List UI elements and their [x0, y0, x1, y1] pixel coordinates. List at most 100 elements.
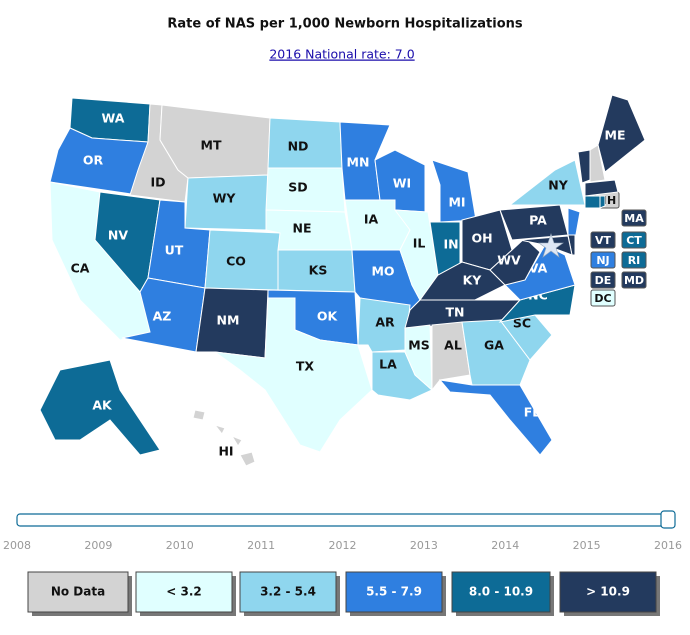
us-map: WA OR CA NV ID MT WY UT AZ CO NM ND SD NE KS OK TX MN IA MO…	[39, 94, 647, 467]
state-label: WV	[497, 253, 521, 268]
state-shape[interactable]	[508, 159, 586, 206]
slider-year-label: 2011	[247, 539, 275, 552]
state-label: NE	[292, 221, 311, 236]
state-shape[interactable]	[584, 195, 601, 209]
state-shape[interactable]	[192, 409, 256, 467]
state-label: SC	[513, 316, 531, 331]
legend-swatch	[345, 571, 443, 613]
state-label: MD	[624, 274, 644, 287]
legend-label: 5.5 - 7.9	[366, 585, 422, 599]
state-label: MO	[371, 264, 394, 279]
slider-year-label: 2008	[3, 539, 31, 552]
slider-year-label: 2014	[491, 539, 519, 552]
state-label-box	[590, 231, 616, 249]
legend-label: 8.0 - 10.9	[469, 585, 533, 599]
state-shape[interactable]	[584, 179, 619, 197]
state-label-box	[621, 209, 647, 227]
state-shape[interactable]	[214, 297, 373, 453]
state-label: AZ	[153, 309, 172, 324]
state-label: WA	[102, 111, 125, 126]
legend-swatch	[559, 571, 657, 613]
state-label: OR	[83, 153, 104, 168]
legend-label: No Data	[51, 585, 105, 599]
state-label: CO	[226, 254, 246, 269]
state-label: IN	[443, 237, 458, 252]
state-shape[interactable]	[498, 284, 576, 323]
legend-swatch	[239, 571, 337, 613]
map-title: Rate of NAS per 1,000 Newborn Hospitaliz…	[167, 17, 523, 32]
state-label: KS	[309, 263, 328, 278]
state-label: FL	[524, 405, 541, 420]
slider-year-label: 2015	[573, 539, 601, 552]
state-label: TX	[296, 359, 315, 374]
state-shape[interactable]	[39, 359, 161, 456]
state-label-box	[590, 271, 616, 289]
state-shape[interactable]	[438, 379, 553, 456]
state-label: IA	[364, 212, 379, 227]
state-label: TN	[446, 305, 465, 320]
capital-star	[538, 233, 564, 258]
state-shape[interactable]	[431, 321, 471, 392]
state-label: IL	[413, 236, 426, 251]
slider-year-label: 2010	[166, 539, 194, 552]
state-label: MI	[448, 195, 465, 210]
state-label: UT	[165, 243, 184, 258]
legend-swatch	[451, 571, 551, 613]
state-label: CA	[71, 261, 90, 276]
state-label-box	[590, 289, 616, 307]
state-label: AR	[375, 315, 395, 330]
state-label: WY	[213, 191, 237, 206]
state-label-box	[621, 251, 647, 269]
legend-label: > 10.9	[586, 585, 630, 599]
state-label: RI	[628, 254, 641, 267]
slider-year-label: 2009	[84, 539, 112, 552]
state-shape[interactable]	[404, 324, 433, 392]
year-slider[interactable]: 2008 2009 2010 2011 2012 2013 2014 2015 2016	[3, 510, 682, 552]
state-label: ID	[150, 175, 165, 190]
state-shape[interactable]	[599, 195, 606, 209]
state-label: KY	[463, 273, 483, 288]
slider-track[interactable]	[16, 513, 670, 527]
state-label: MN	[347, 155, 370, 170]
state-label: PA	[529, 213, 547, 228]
state-label: OH	[471, 231, 492, 246]
state-shape[interactable]	[589, 144, 606, 183]
national-rate-link[interactable]: 2016 National rate: 7.0	[269, 47, 414, 62]
state-label: LA	[379, 357, 397, 372]
state-label: OK	[317, 309, 339, 324]
legend-swatch	[135, 571, 233, 613]
state-label: HI	[218, 444, 233, 459]
state-label: ND	[288, 139, 309, 154]
state-label: CT	[626, 234, 642, 247]
state-shape[interactable]	[577, 149, 591, 184]
state-label: NM	[217, 313, 240, 328]
state-label: WI	[393, 176, 411, 191]
state-label: VT	[595, 234, 612, 247]
state-label: ME	[605, 128, 626, 143]
state-label: MA	[624, 212, 644, 225]
legend-label: 3.2 - 5.4	[260, 585, 316, 599]
state-label: MT	[201, 138, 222, 153]
state-shape[interactable]	[597, 94, 646, 173]
state-shape[interactable]	[489, 237, 541, 286]
slider-year-label: 2016	[654, 539, 682, 552]
state-label: AL	[444, 338, 462, 353]
state-label: AK	[92, 398, 113, 413]
slider-year-label: 2012	[329, 539, 357, 552]
slider-thumb[interactable]	[660, 510, 676, 529]
legend-label: < 3.2	[166, 585, 202, 599]
state-shape[interactable]	[431, 159, 477, 223]
state-label: NV	[108, 228, 128, 243]
state-label: DE	[595, 274, 612, 287]
state-label: DC	[594, 292, 611, 305]
state-label: NY	[548, 178, 568, 193]
slider-year-label: 2013	[410, 539, 438, 552]
state-label: SD	[288, 180, 307, 195]
state-label: GA	[484, 338, 504, 353]
state-label-box	[621, 231, 647, 249]
state-label-box	[621, 271, 647, 289]
state-label: NJ	[596, 254, 609, 267]
state-label-box	[590, 251, 616, 269]
legend-swatch	[27, 571, 129, 613]
